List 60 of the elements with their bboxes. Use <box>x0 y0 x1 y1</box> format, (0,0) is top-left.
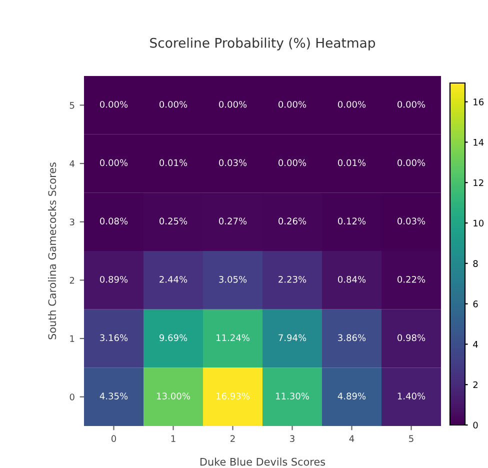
color-bar-label: 6 <box>473 300 478 308</box>
data-label: 9.69% <box>159 334 188 342</box>
data-label: 4.89% <box>338 392 366 400</box>
data-label: 0.00% <box>160 100 188 108</box>
data-label: 0.08% <box>100 218 128 224</box>
y-tick-label: 1 <box>70 335 74 342</box>
color-bar-label: 4 <box>473 341 478 348</box>
color-bar-label: 0 <box>473 422 478 429</box>
x-tick-label: 2 <box>230 435 235 442</box>
data-label: 13.00% <box>157 392 190 400</box>
data-label: 11.30% <box>276 392 309 400</box>
x-tick-label: 0 <box>111 435 116 442</box>
color-bar-label: 10 <box>474 220 484 227</box>
data-label: 0.84% <box>338 276 366 283</box>
data-label: 0.00% <box>398 100 426 108</box>
color-bar-label: 2 <box>473 381 478 388</box>
data-label: 0.26% <box>278 218 306 224</box>
data-label: 4.35% <box>100 392 128 400</box>
data-label: 2.23% <box>278 276 306 283</box>
data-label: 0.00% <box>278 100 306 108</box>
data-label: 0.00% <box>219 100 247 108</box>
data-label: 0.22% <box>398 276 426 283</box>
data-label: 7.94% <box>278 334 306 342</box>
color-bar-label: 8 <box>473 260 478 267</box>
data-label: 0.03% <box>398 218 426 224</box>
color-bar-label: 14 <box>474 139 484 146</box>
data-label: 16.93% <box>216 392 250 400</box>
data-label: 3.86% <box>338 334 366 342</box>
data-label: 0.00% <box>398 159 426 166</box>
y-tick-label: 5 <box>70 102 74 109</box>
y-tick-label: 4 <box>70 160 74 167</box>
data-label: 0.00% <box>100 159 128 166</box>
data-label: 0.98% <box>398 334 426 342</box>
data-label: 11.24% <box>216 334 250 342</box>
data-label: 0.01% <box>338 159 366 166</box>
x-axis-title: Duke Blue Devils Scores <box>200 458 326 466</box>
y-axis-title: South Carolina Gamecocks Scores <box>48 162 56 340</box>
data-label: 2.44% <box>160 276 188 283</box>
x-tick-label: 5 <box>409 435 414 442</box>
y-tick-label: 2 <box>70 276 74 284</box>
data-label: 0.27% <box>219 218 247 224</box>
x-tick-label: 4 <box>349 435 354 442</box>
data-label: 0.00% <box>338 100 366 108</box>
data-label: 0.25% <box>160 218 188 224</box>
y-tick-label: 0 <box>70 394 74 400</box>
x-tick-label: 3 <box>290 435 294 442</box>
color-bar-label: 16 <box>474 98 484 106</box>
data-label: 3.16% <box>100 334 128 342</box>
data-label: 0.03% <box>219 159 247 166</box>
data-label: 0.89% <box>100 276 128 283</box>
y-tick-label: 3 <box>70 218 74 226</box>
data-label: 0.00% <box>100 100 128 108</box>
x-tick-label: 1 <box>171 435 176 442</box>
color-bar-label: 12 <box>474 179 484 186</box>
data-label: 3.05% <box>219 276 247 283</box>
data-label: 0.12% <box>338 218 366 224</box>
chart-title: Scoreline Probability (%) Heatmap <box>150 38 376 50</box>
data-label: 0.00% <box>278 159 306 166</box>
data-label: 0.01% <box>160 159 188 166</box>
data-label: 1.40% <box>398 392 426 400</box>
